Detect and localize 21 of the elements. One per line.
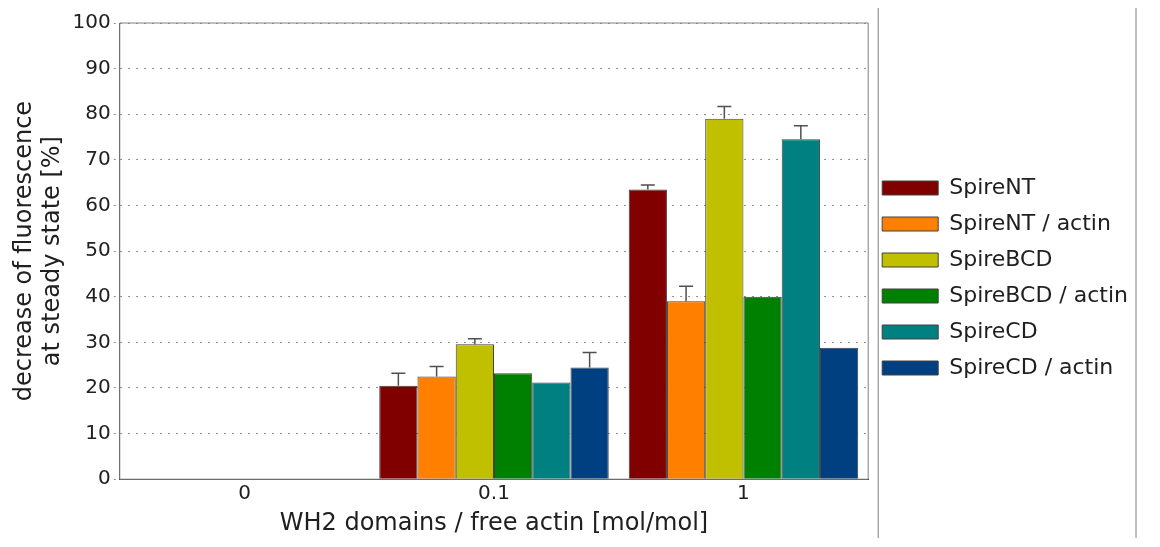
legend-label: SpireBCD	[949, 245, 1053, 271]
legend-label: SpireBCD / actin	[949, 281, 1129, 307]
legend-label: SpireCD	[949, 317, 1038, 343]
y-tick-label: 40	[85, 282, 111, 307]
y-tick-label: 70	[85, 146, 111, 171]
y-axis-title: decrease of fluorescence at steady state [%]	[8, 100, 66, 402]
y-tick-label: 20	[85, 374, 111, 399]
x-axis-title: WH2 domains / free actin [mol/mol]	[279, 507, 709, 536]
y-tick-label: 100	[72, 9, 111, 34]
y-tick-label: 90	[85, 54, 111, 79]
y-tick-label: 60	[85, 191, 111, 216]
x-tick-label: 0	[238, 480, 251, 505]
y-tick-label: 30	[85, 328, 111, 353]
legend-label: SpireCD / actin	[949, 353, 1114, 379]
y-tick-label: 10	[85, 419, 111, 444]
y-tick-label: 50	[85, 237, 111, 262]
legend-label: SpireNT	[949, 173, 1036, 199]
legend-label: SpireNT / actin	[949, 209, 1111, 235]
x-tick-label: 0.1	[478, 480, 510, 505]
y-tick-label: 80	[85, 100, 111, 125]
x-tick-label: 1	[737, 480, 750, 505]
